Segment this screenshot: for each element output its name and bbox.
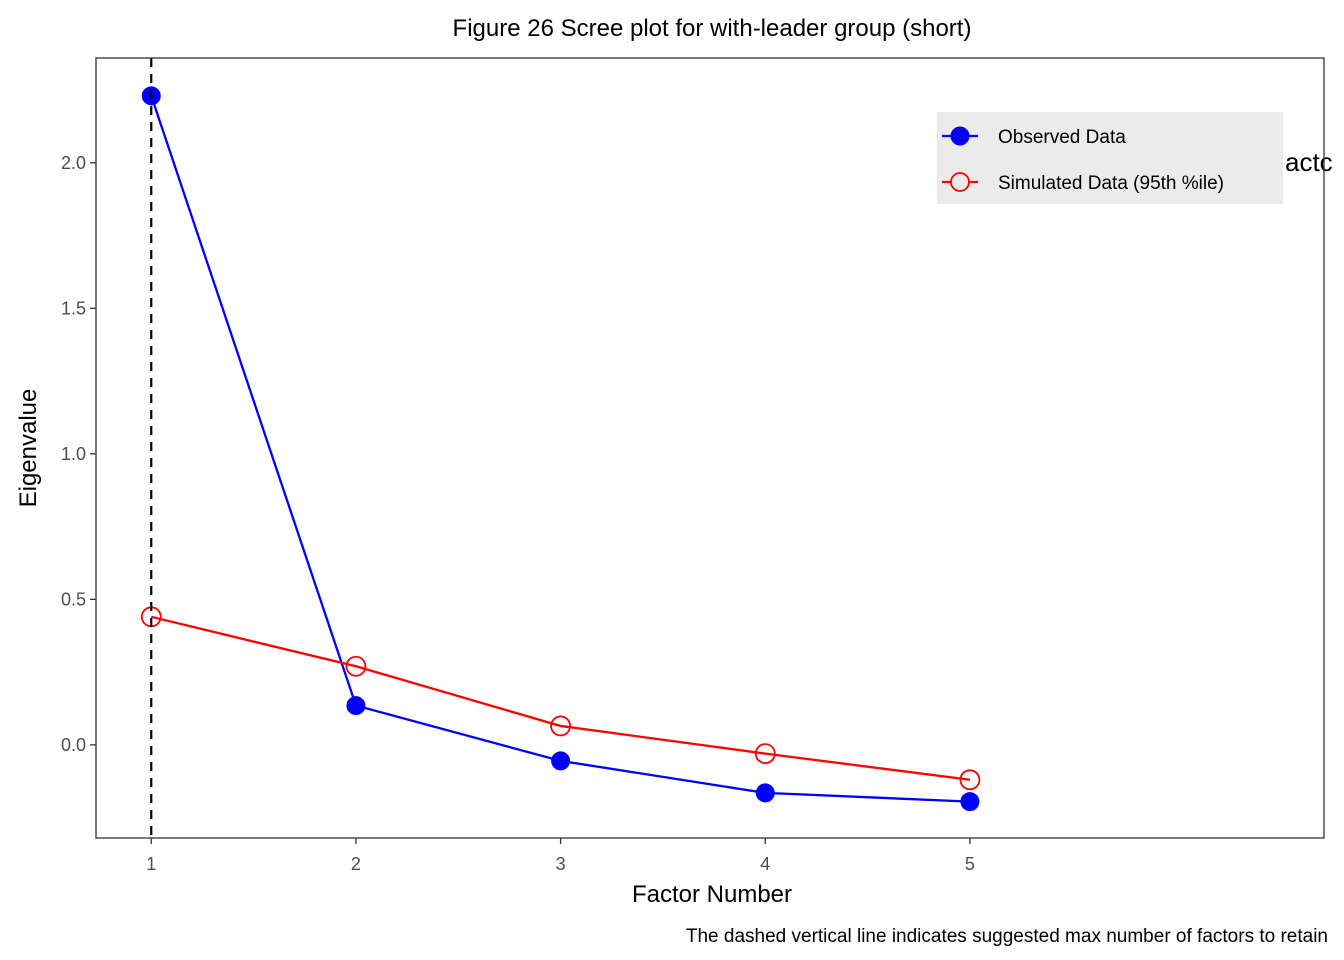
legend-label: Observed Data — [998, 127, 1126, 148]
y-tick-label: 2.0 — [61, 153, 86, 173]
y-axis-title: Eigenvalue — [15, 389, 42, 508]
chart-title: Figure 26 Scree plot for with-leader gro… — [453, 15, 972, 42]
simulated-data-point — [754, 743, 776, 764]
observed-data-point — [551, 751, 571, 771]
legend-key-marker — [950, 172, 970, 192]
observed-data-point — [346, 696, 366, 716]
series-layer — [140, 86, 981, 812]
plot-border — [95, 57, 1325, 839]
legend-key-marker — [950, 126, 970, 146]
y-tick-label: 0.0 — [61, 735, 86, 755]
legend: Observed Data Simulated Data (95th %ile) — [937, 112, 1283, 204]
x-tick-label: 4 — [760, 854, 770, 874]
simulated-data-point — [550, 715, 571, 737]
legend-label: Simulated Data (95th %ile) — [998, 173, 1224, 194]
x-tick-label: 3 — [556, 854, 566, 874]
chart-caption: The dashed vertical line indicates sugge… — [686, 926, 1328, 947]
legend-background — [937, 112, 1283, 204]
simulated-data-point — [345, 655, 367, 677]
y-tick-label: 1.5 — [61, 298, 86, 318]
x-axis: 1 2 3 4 5 — [146, 838, 975, 874]
observed-data-point — [755, 783, 775, 803]
series-line-1 — [150, 615, 971, 781]
x-tick-label: 2 — [351, 854, 361, 874]
x-tick-label: 1 — [146, 854, 156, 874]
x-tick-label: 5 — [965, 854, 975, 874]
y-axis: 0.0 0.5 1.0 1.5 2.0 — [61, 153, 96, 755]
observed-data-point — [960, 792, 980, 812]
clipped-label-text: actc — [1285, 147, 1333, 177]
simulated-data-point — [959, 769, 981, 791]
y-tick-label: 1.0 — [61, 444, 86, 464]
x-axis-title: Factor Number — [632, 881, 792, 908]
y-tick-label: 0.5 — [61, 589, 86, 609]
